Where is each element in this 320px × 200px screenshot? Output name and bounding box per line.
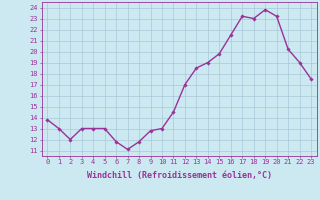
X-axis label: Windchill (Refroidissement éolien,°C): Windchill (Refroidissement éolien,°C) xyxy=(87,171,272,180)
